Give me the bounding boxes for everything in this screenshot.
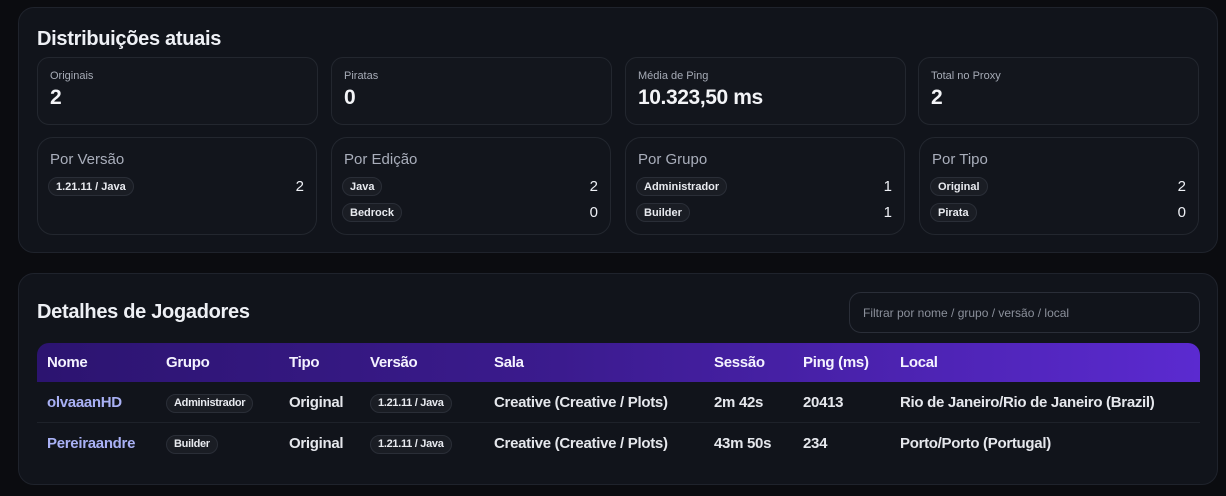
group-pill: Builder: [636, 202, 690, 222]
column-header-sessao[interactable]: Sessão: [714, 354, 765, 371]
cell-sessao: 43m 50s: [714, 435, 772, 452]
stat-card-originais: Originais 2: [37, 57, 318, 125]
dist-row: 1.21.11 / Java 2: [48, 176, 304, 196]
stat-value: 2: [931, 86, 943, 109]
dist-card-versao: Por Versão 1.21.11 / Java 2: [37, 137, 317, 235]
players-panel: Detalhes de Jogadores Nome Grupo Tipo Ve…: [18, 273, 1218, 485]
cell-grupo: Builder: [166, 423, 218, 464]
table-row[interactable]: olvaaanHD Administrador Original 1.21.11…: [37, 382, 1200, 423]
dist-row: Original 2: [930, 176, 1186, 196]
stat-label: Originais: [50, 70, 94, 82]
type-pill: Original: [930, 176, 988, 196]
stat-card-piratas: Piratas 0: [331, 57, 612, 125]
dist-row: Bedrock 0: [342, 202, 598, 222]
dist-title: Por Tipo: [932, 151, 988, 168]
version-pill: 1.21.11 / Java: [370, 434, 452, 454]
cell-sala: Creative (Creative / Plots): [494, 394, 668, 411]
table-row[interactable]: Pereiraandre Builder Original 1.21.11 / …: [37, 423, 1200, 464]
filter-input[interactable]: [849, 292, 1200, 333]
dist-row: Builder 1: [636, 202, 892, 222]
cell-versao: 1.21.11 / Java: [370, 382, 452, 423]
dist-row: Administrador 1: [636, 176, 892, 196]
cell-sala: Creative (Creative / Plots): [494, 435, 668, 452]
cell-grupo: Administrador: [166, 382, 254, 423]
group-pill: Administrador: [166, 393, 254, 413]
version-pill: 1.21.11 / Java: [370, 393, 452, 413]
cell-sessao: 2m 42s: [714, 394, 764, 411]
version-pill: 1.21.11 / Java: [48, 176, 134, 196]
cell-ping: 234: [803, 435, 828, 452]
stat-card-media-ping: Média de Ping 10.323,50 ms: [625, 57, 906, 125]
players-table: Nome Grupo Tipo Versão Sala Sessão Ping …: [37, 343, 1200, 464]
cell-local: Rio de Janeiro/Rio de Janeiro (Brazil): [900, 394, 1155, 411]
column-header-local[interactable]: Local: [900, 354, 938, 371]
dist-count: 2: [589, 177, 598, 195]
stat-label: Total no Proxy: [931, 70, 1001, 82]
cell-tipo: Original: [289, 435, 344, 452]
cell-local: Porto/Porto (Portugal): [900, 435, 1051, 452]
stat-label: Piratas: [344, 70, 379, 82]
column-header-ping[interactable]: Ping (ms): [803, 354, 869, 371]
column-header-grupo[interactable]: Grupo: [166, 354, 210, 371]
stat-value: 10.323,50 ms: [638, 86, 763, 109]
cell-versao: 1.21.11 / Java: [370, 423, 452, 464]
distributions-title: Distribuições atuais: [37, 28, 222, 50]
dist-count: 2: [1177, 177, 1186, 195]
dist-row: Pirata 0: [930, 202, 1186, 222]
dist-title: Por Grupo: [638, 151, 708, 168]
dist-card-tipo: Por Tipo Original 2 Pirata 0: [919, 137, 1199, 235]
dist-count: 1: [883, 203, 892, 221]
player-name-link[interactable]: Pereiraandre: [47, 435, 136, 452]
dist-count: 0: [1177, 203, 1186, 221]
table-header: Nome Grupo Tipo Versão Sala Sessão Ping …: [37, 343, 1200, 382]
column-header-sala[interactable]: Sala: [494, 354, 524, 371]
group-pill: Builder: [166, 434, 218, 454]
column-header-nome[interactable]: Nome: [47, 354, 88, 371]
column-header-versao[interactable]: Versão: [370, 354, 418, 371]
edition-pill: Bedrock: [342, 202, 403, 222]
dist-card-edicao: Por Edição Java 2 Bedrock 0: [331, 137, 611, 235]
dist-title: Por Edição: [344, 151, 418, 168]
dist-card-grupo: Por Grupo Administrador 1 Builder 1: [625, 137, 905, 235]
player-name-link[interactable]: olvaaanHD: [47, 394, 122, 411]
dist-count: 1: [883, 177, 892, 195]
stat-card-total-proxy: Total no Proxy 2: [918, 57, 1199, 125]
distributions-panel: Distribuições atuais Originais 2 Piratas…: [18, 7, 1218, 253]
stat-value: 0: [344, 86, 356, 109]
dist-row: Java 2: [342, 176, 598, 196]
edition-pill: Java: [342, 176, 383, 196]
cell-ping: 20413: [803, 394, 844, 411]
cell-tipo: Original: [289, 394, 344, 411]
column-header-tipo[interactable]: Tipo: [289, 354, 320, 371]
dist-count: 2: [295, 177, 304, 195]
type-pill: Pirata: [930, 202, 977, 222]
stat-value: 2: [50, 86, 62, 109]
group-pill: Administrador: [636, 176, 728, 196]
stat-label: Média de Ping: [638, 70, 709, 82]
dist-title: Por Versão: [50, 151, 125, 168]
players-title: Detalhes de Jogadores: [37, 301, 250, 323]
dist-count: 0: [589, 203, 598, 221]
